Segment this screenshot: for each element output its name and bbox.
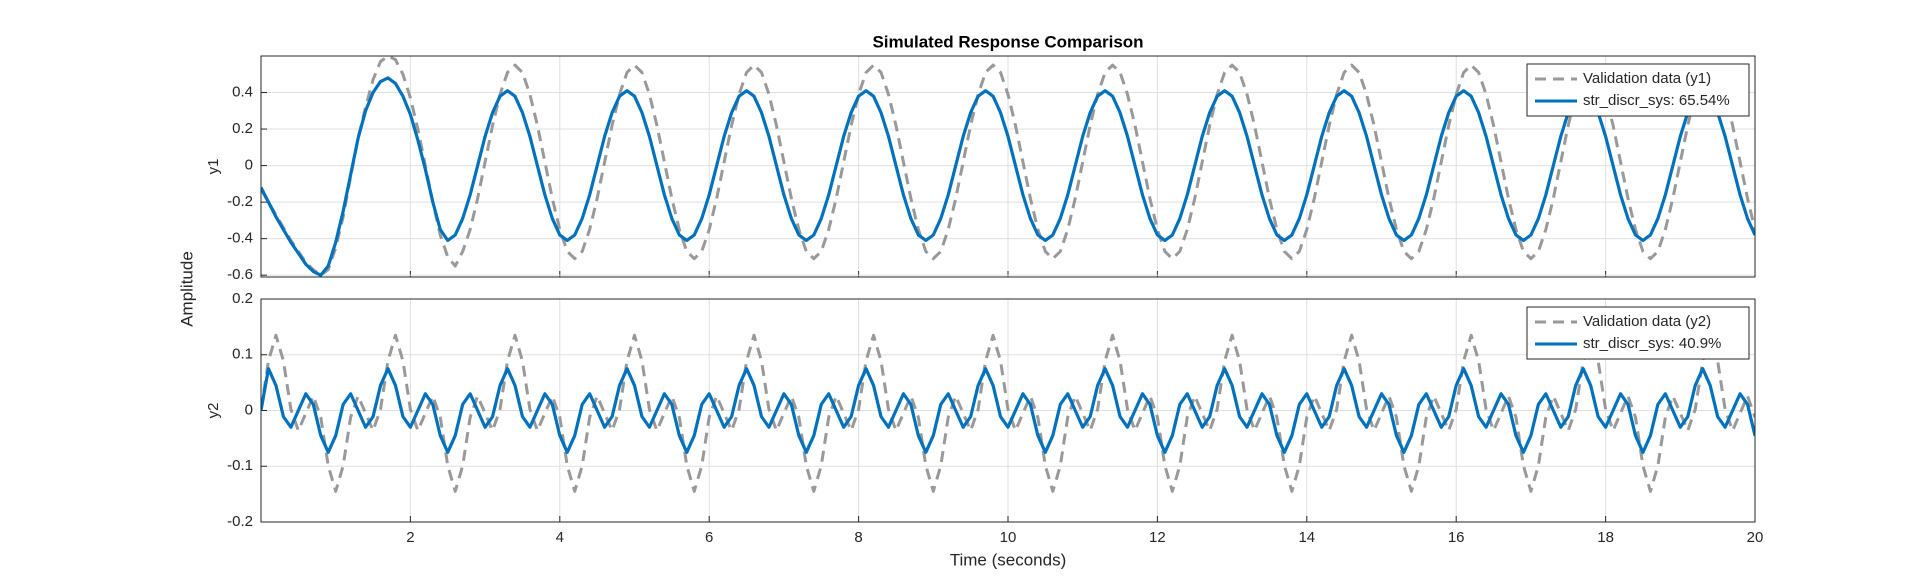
series-line xyxy=(261,76,1755,277)
legend-label: Validation data (y2) xyxy=(1583,313,1711,330)
legend-label: Validation data (y1) xyxy=(1583,70,1711,87)
y-axis-label: Amplitude xyxy=(177,251,196,327)
x-tick-label: 14 xyxy=(1298,529,1315,546)
axes-box xyxy=(260,298,1756,523)
axes-box xyxy=(260,55,1756,278)
x-axis-label: Time (seconds) xyxy=(950,550,1067,569)
y-tick-label: -0.6 xyxy=(227,266,253,283)
y-axis-label: y1 xyxy=(205,159,222,175)
x-tick-label: 16 xyxy=(1448,529,1465,546)
chart-title: Simulated Response Comparison xyxy=(872,32,1143,51)
x-tick-label: 20 xyxy=(1747,529,1764,546)
x-tick-label: 10 xyxy=(1000,529,1017,546)
series-line xyxy=(261,367,1755,454)
y-tick-label: 0.2 xyxy=(232,290,253,307)
y-tick-label: -0.1 xyxy=(227,457,253,474)
y-tick-label: 0.1 xyxy=(232,346,253,363)
y-tick-label: -0.4 xyxy=(227,230,253,247)
x-tick-label: 2 xyxy=(406,529,414,546)
series-line xyxy=(261,56,1755,277)
y-tick-label: -0.2 xyxy=(227,193,253,210)
y-tick-label: 0.4 xyxy=(232,83,253,100)
plot-lines xyxy=(261,56,1755,277)
y-tick-label: 0 xyxy=(245,157,253,174)
legend-label: str_discr_sys: 40.9% xyxy=(1583,335,1721,352)
legend-box xyxy=(1526,63,1750,117)
legend-label: str_discr_sys: 65.54% xyxy=(1583,92,1730,109)
y-axis-label: y2 xyxy=(205,403,222,419)
x-tick-label: 6 xyxy=(705,529,713,546)
x-tick-label: 18 xyxy=(1597,529,1614,546)
x-tick-label: 12 xyxy=(1149,529,1166,546)
x-tick-label: 8 xyxy=(854,529,862,546)
x-tick-label: 4 xyxy=(556,529,564,546)
plot-lines xyxy=(261,333,1755,493)
y-tick-label: 0 xyxy=(245,401,253,418)
y-tick-label: 0.2 xyxy=(232,120,253,137)
legend-box xyxy=(1526,306,1750,360)
y-tick-label: -0.2 xyxy=(227,513,253,530)
